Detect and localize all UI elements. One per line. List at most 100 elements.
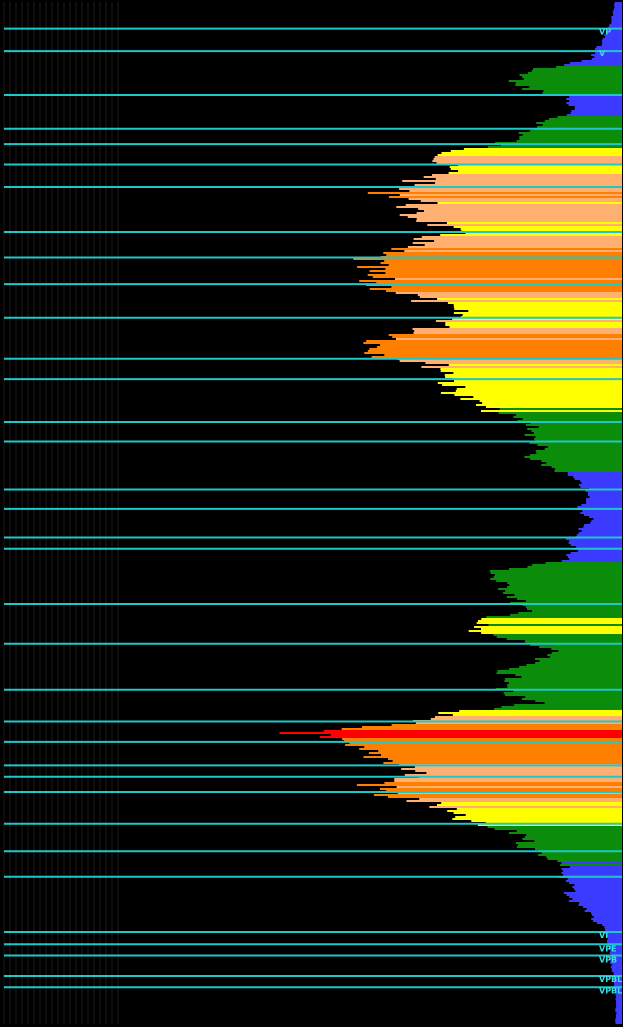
profile-bar — [537, 126, 622, 128]
profile-bar — [525, 696, 622, 698]
profile-bar — [433, 158, 622, 160]
profile-bar — [450, 150, 622, 152]
profile-bar — [574, 108, 622, 110]
profile-bar — [586, 500, 622, 502]
profile-bar — [593, 518, 622, 520]
profile-bar — [569, 100, 622, 102]
profile-bar — [452, 818, 622, 820]
level-label: VPB — [599, 956, 617, 965]
profile-bar — [440, 392, 622, 394]
profile-bar — [489, 570, 622, 572]
profile-bar — [523, 78, 622, 80]
profile-bar — [454, 308, 622, 310]
profile-bar — [463, 148, 622, 150]
profile-bar — [561, 862, 622, 864]
profile-bar — [596, 46, 622, 48]
profile-bar — [587, 492, 622, 494]
profile-bar — [430, 718, 622, 720]
profile-bar — [493, 576, 622, 578]
profile-bar — [551, 466, 622, 468]
profile-bar — [519, 136, 622, 138]
profile-bar — [396, 786, 622, 788]
profile-bar — [404, 250, 622, 252]
profile-bar — [562, 870, 622, 872]
profile-bar — [356, 784, 622, 786]
profile-bar — [610, 956, 622, 958]
profile-bar — [366, 340, 622, 342]
profile-bar — [454, 394, 622, 396]
profile-bar — [607, 30, 622, 32]
profile-bar — [616, 1002, 622, 1004]
profile-bar — [613, 978, 622, 980]
profile-bar — [421, 366, 622, 368]
profile-bar — [567, 878, 622, 880]
profile-bar — [569, 882, 622, 884]
profile-bar — [385, 268, 622, 270]
profile-bar — [459, 710, 622, 712]
profile-bar — [565, 880, 622, 882]
profile-bar — [435, 320, 622, 322]
level-label: VI — [599, 931, 608, 940]
profile-bar — [527, 608, 622, 610]
profile-bar — [394, 778, 622, 780]
profile-bar — [412, 328, 622, 330]
profile-bar — [557, 116, 622, 118]
profile-bar — [438, 712, 622, 714]
profile-bar — [530, 458, 622, 460]
profile-bar — [388, 334, 622, 336]
profile-bar — [481, 628, 622, 630]
profile-bar — [545, 562, 622, 564]
profile-bar — [476, 622, 622, 624]
profile-bar — [563, 874, 622, 876]
profile-bar — [419, 296, 622, 298]
profile-bar — [595, 52, 622, 54]
profile-bar — [376, 346, 622, 348]
profile-bar — [593, 920, 622, 922]
profile-bar — [471, 820, 622, 822]
profile-bar — [369, 348, 622, 350]
profile-bar — [494, 708, 622, 710]
profile-bar — [421, 236, 622, 238]
profile-bar — [569, 866, 622, 868]
profile-bar — [445, 322, 622, 324]
profile-bar — [419, 798, 622, 800]
profile-bar — [613, 8, 622, 10]
profile-bar — [581, 504, 622, 506]
profile-bar — [536, 122, 622, 124]
profile-bar — [522, 88, 622, 90]
profile-bar — [424, 244, 622, 246]
profile-bar — [549, 118, 622, 120]
profile-bar — [509, 584, 622, 586]
profile-bar — [468, 630, 622, 632]
profile-bar — [361, 726, 622, 728]
profile-bar — [591, 914, 622, 916]
profile-bar — [517, 598, 622, 600]
profile-bar — [498, 412, 622, 414]
profile-bar — [589, 516, 622, 518]
profile-bar — [476, 404, 622, 406]
profile-bar — [614, 982, 622, 984]
profile-bar — [549, 656, 622, 658]
profile-bar — [614, 2, 622, 4]
profile-bar — [353, 258, 622, 260]
profile-bar — [515, 82, 622, 84]
profile-bar — [435, 182, 622, 184]
profile-bar — [591, 520, 622, 522]
profile-bar — [399, 188, 622, 190]
profile-bar — [568, 900, 622, 902]
profile-bar — [615, 1018, 622, 1020]
profile-bar — [493, 634, 622, 636]
profile-bar — [539, 660, 622, 662]
profile-bar — [607, 936, 622, 938]
profile-bar — [482, 402, 622, 404]
profile-bar — [494, 574, 622, 576]
profile-bar — [442, 384, 622, 386]
profile-bar — [396, 206, 622, 208]
profile-bar — [604, 928, 622, 930]
profile-bar — [582, 510, 622, 512]
profile-bar — [452, 714, 622, 716]
profile-bar — [578, 532, 622, 534]
profile-bar — [486, 406, 622, 408]
profile-bar — [413, 238, 622, 240]
